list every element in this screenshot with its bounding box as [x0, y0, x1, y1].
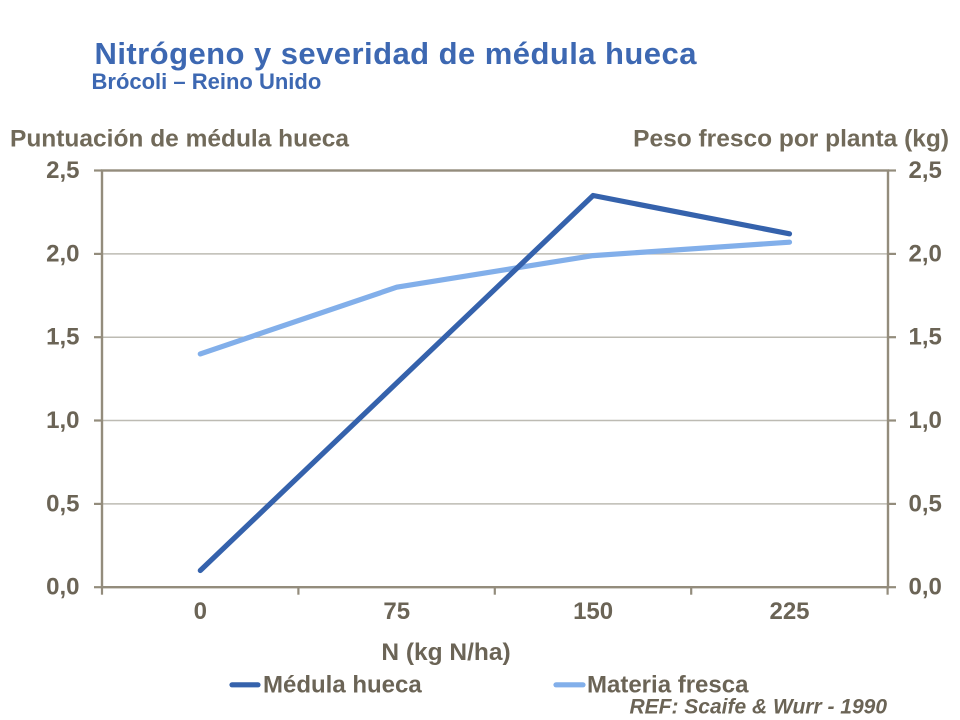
svg-text:1,5: 1,5: [46, 324, 79, 351]
svg-text:1,0: 1,0: [46, 407, 79, 434]
svg-text:2,0: 2,0: [46, 240, 79, 267]
svg-text:0: 0: [194, 598, 207, 625]
svg-text:150: 150: [573, 598, 613, 625]
svg-text:Materia fresca: Materia fresca: [587, 671, 749, 698]
svg-text:Nitrógeno y severidad de médul: Nitrógeno y severidad de médula hueca: [95, 36, 698, 71]
svg-text:75: 75: [383, 598, 410, 625]
svg-text:2,5: 2,5: [909, 157, 942, 184]
svg-text:N (kg N/ha): N (kg N/ha): [381, 639, 510, 666]
svg-text:2,5: 2,5: [46, 157, 79, 184]
svg-text:0,5: 0,5: [46, 490, 79, 517]
svg-text:Médula hueca: Médula hueca: [263, 671, 422, 698]
svg-text:1,0: 1,0: [909, 407, 942, 434]
svg-text:0,0: 0,0: [46, 574, 79, 601]
svg-text:REF: Scaife & Wurr - 1990: REF: Scaife & Wurr - 1990: [629, 696, 887, 719]
svg-text:0,0: 0,0: [909, 574, 942, 601]
svg-text:Puntuación de médula hueca: Puntuación de médula hueca: [10, 126, 349, 153]
svg-text:2,0: 2,0: [909, 240, 942, 267]
svg-text:Brócoli – Reino Unido: Brócoli – Reino Unido: [92, 69, 322, 94]
svg-text:1,5: 1,5: [909, 324, 942, 351]
svg-text:225: 225: [769, 598, 809, 625]
svg-text:Peso fresco por planta (kg): Peso fresco por planta (kg): [633, 126, 949, 153]
svg-text:0,5: 0,5: [909, 490, 942, 517]
